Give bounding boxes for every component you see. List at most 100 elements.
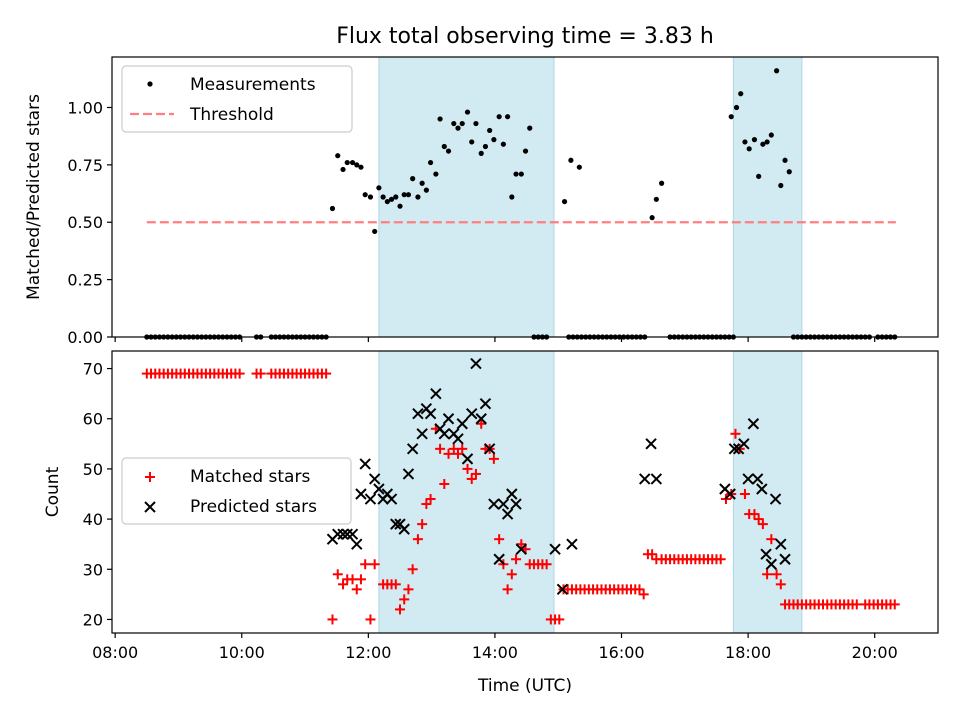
shaded-band (733, 351, 802, 633)
predicted-star-point (497, 498, 510, 510)
matched-star-point (443, 448, 454, 459)
matched-star-point (775, 579, 786, 590)
measurement-point (728, 114, 734, 120)
predicted-star-stroke (438, 428, 451, 440)
predicted-star-point (470, 357, 482, 370)
y-tick-label: 30 (83, 560, 103, 579)
matched-star-point (394, 604, 405, 615)
predicted-star-point (346, 528, 359, 540)
measurement-point (764, 139, 770, 145)
measurement-point (445, 148, 452, 154)
predicted-star-point (430, 387, 442, 400)
measurement-point (437, 116, 443, 122)
predicted-star-stroke (779, 553, 791, 565)
measurement-point (464, 109, 471, 115)
matched-star-point (407, 564, 418, 575)
measurement-point (473, 120, 479, 127)
predicted-star-point (452, 433, 464, 445)
matched-star-point (365, 614, 376, 625)
predicted-star-point (779, 553, 791, 565)
measurement-point (388, 196, 395, 202)
measurement-point (410, 176, 416, 182)
legend-threshold-label: Threshold (189, 105, 274, 125)
y-tick-label: 0.75 (67, 156, 103, 175)
predicted-star-point (456, 418, 468, 430)
predicted-star-point (756, 483, 768, 495)
predicted-star-point (566, 538, 578, 550)
predicted-star-point (398, 523, 410, 535)
predicted-star-point (406, 443, 419, 455)
measurement-point (509, 194, 515, 200)
predicted-star-point (765, 558, 778, 570)
legend-predicted-marker (144, 501, 156, 513)
matched-star-point (338, 579, 349, 590)
predicted-star-stroke (483, 443, 496, 455)
matched-star-point (541, 559, 552, 570)
x-tick-label: 18:00 (725, 643, 771, 662)
predicted-star-stroke (355, 488, 367, 500)
predicted-star-stroke (751, 473, 764, 485)
measurement-point (733, 104, 740, 111)
matched-star-point (502, 584, 513, 595)
predicted-star-stroke (719, 483, 731, 495)
predicted-star-point (639, 473, 651, 485)
x-tick-label: 14:00 (472, 643, 518, 662)
measurement-point (482, 143, 489, 150)
predicted-star-stroke (742, 473, 754, 485)
predicted-star-point (747, 418, 760, 430)
chart-title: Flux total observing time = 3.83 h (336, 24, 714, 49)
y-tick-label: 40 (83, 510, 103, 529)
matched-star-point (851, 599, 862, 610)
matched-star-point (634, 584, 645, 595)
matched-star-point (516, 539, 527, 550)
measurement-point (358, 164, 364, 170)
predicted-star-point (364, 493, 377, 505)
predicted-star-stroke (765, 558, 778, 570)
matched-star-point (347, 574, 358, 585)
predicted-star-point (510, 498, 522, 510)
matched-star-point (321, 368, 332, 379)
matched-star-point (488, 453, 499, 464)
predicted-star-stroke (337, 528, 349, 540)
y-tick-label: 0.25 (67, 271, 103, 290)
predicted-star-point (475, 413, 487, 425)
predicted-star-stroke (406, 443, 419, 455)
top-legend: Measurements Threshold (121, 65, 353, 133)
matched-star-point (766, 534, 777, 545)
predicted-star-stroke (510, 498, 522, 510)
measurement-point (362, 192, 368, 198)
matched-star-point (448, 443, 459, 454)
predicted-star-stroke (549, 543, 561, 555)
measurement-point (441, 143, 447, 150)
measurement-point (786, 169, 792, 175)
predicted-star-point (479, 397, 492, 410)
predicted-star-stroke (756, 483, 768, 495)
measurement-point (354, 162, 360, 168)
predicted-star-stroke (728, 443, 741, 455)
bottom-legend-frame (121, 457, 352, 525)
predicted-star-stroke (442, 413, 455, 425)
matched-star-point (421, 499, 432, 510)
predicted-star-point (488, 498, 500, 510)
predicted-star-point (368, 473, 381, 485)
top-y-axis-label: Matched/Predicted stars (24, 94, 44, 300)
predicted-star-stroke (461, 453, 474, 465)
measurement-point (423, 187, 429, 193)
measurement-point (384, 198, 390, 205)
predicted-star-point (645, 438, 657, 450)
predicted-star-point (385, 493, 398, 505)
predicted-star-stroke (724, 488, 736, 500)
matched-star-point (749, 509, 760, 520)
matched-star-point (638, 589, 649, 600)
predicted-star-stroke (501, 508, 514, 520)
matched-star-point (399, 594, 410, 605)
predicted-star-point (549, 543, 561, 555)
y-tick-label: 70 (83, 360, 103, 379)
predicted-star-stroke (373, 483, 385, 495)
matched-star-point (403, 584, 414, 595)
measurement-point (405, 192, 412, 198)
predicted-star-point (332, 528, 344, 540)
top-axes-frame (111, 56, 939, 338)
measurement-point (659, 180, 665, 186)
matched-star-point (369, 559, 380, 570)
